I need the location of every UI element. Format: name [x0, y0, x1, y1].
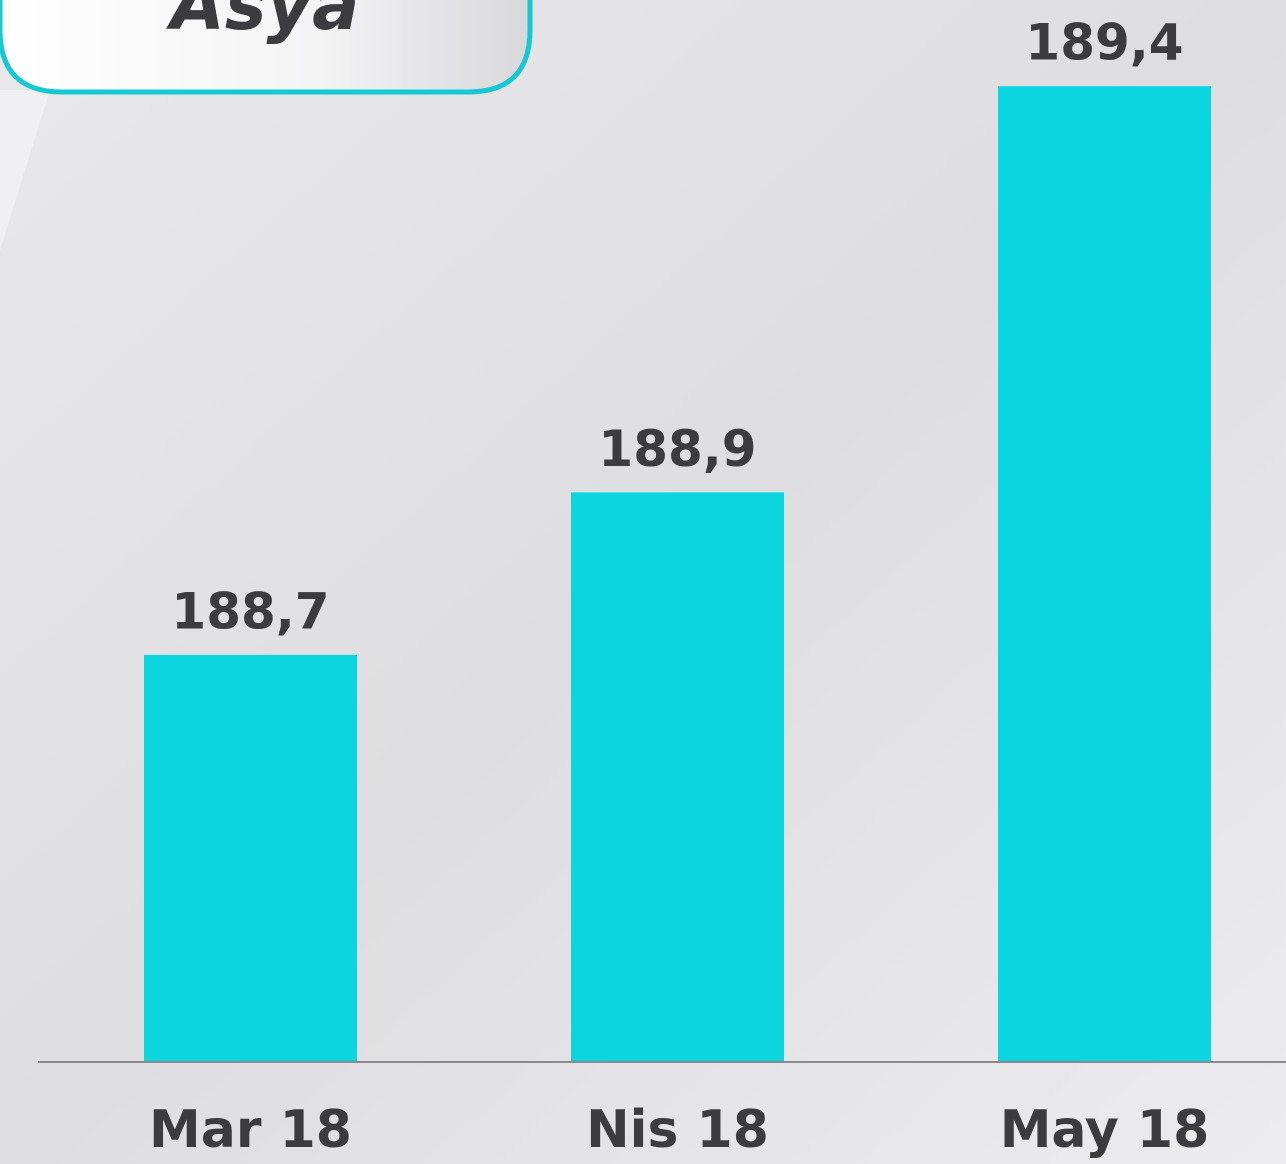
- bar: [998, 86, 1211, 1061]
- x-tick-label: May 18: [1000, 1100, 1210, 1160]
- x-tick-label: Nis 18: [586, 1100, 769, 1160]
- value-label: 189,4: [1025, 14, 1183, 72]
- title-tab: [0, 0, 533, 95]
- chart-title: Asya: [166, 0, 360, 46]
- x-tick-label: Mar 18: [149, 1100, 352, 1160]
- decoration: [0, 90, 50, 250]
- bar: [571, 492, 784, 1061]
- bar: [144, 654, 357, 1061]
- value-label: 188,9: [598, 420, 756, 478]
- value-label: 188,7: [171, 582, 329, 640]
